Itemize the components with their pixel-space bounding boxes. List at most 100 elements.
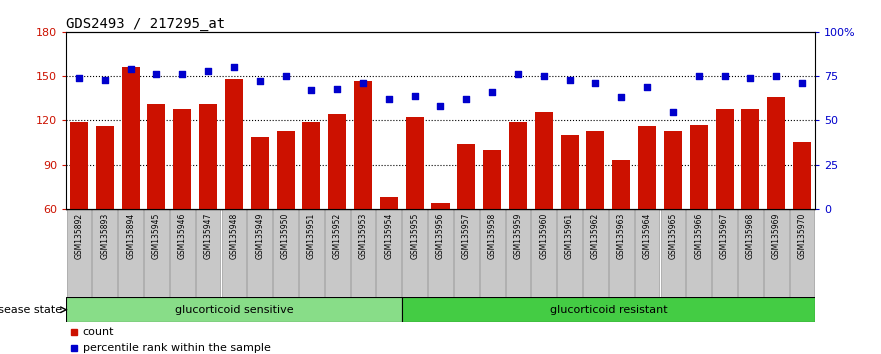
Text: GSM135970: GSM135970 bbox=[797, 212, 806, 259]
Bar bbox=[531, 209, 556, 299]
Bar bbox=[196, 209, 220, 299]
Bar bbox=[767, 97, 785, 209]
Point bbox=[356, 80, 370, 86]
Bar bbox=[612, 160, 630, 209]
Bar bbox=[664, 131, 682, 209]
Bar bbox=[277, 131, 294, 209]
Point bbox=[744, 75, 758, 81]
Bar bbox=[661, 209, 685, 299]
Bar bbox=[251, 137, 269, 209]
Bar bbox=[587, 131, 604, 209]
Bar bbox=[122, 67, 140, 209]
Point bbox=[717, 73, 731, 79]
Text: count: count bbox=[83, 327, 114, 337]
Text: GSM135950: GSM135950 bbox=[281, 212, 290, 259]
Bar bbox=[354, 80, 372, 209]
Point bbox=[614, 95, 628, 100]
Text: glucorticoid resistant: glucorticoid resistant bbox=[550, 305, 667, 315]
Bar bbox=[380, 197, 398, 209]
Bar bbox=[144, 209, 169, 299]
Bar bbox=[454, 209, 478, 299]
Bar bbox=[67, 209, 92, 299]
Text: GSM135951: GSM135951 bbox=[307, 212, 316, 259]
Text: GSM135968: GSM135968 bbox=[746, 212, 755, 259]
Point bbox=[98, 77, 112, 82]
Text: GSM135948: GSM135948 bbox=[229, 212, 239, 259]
Bar bbox=[480, 209, 505, 299]
Point bbox=[589, 80, 603, 86]
Point bbox=[795, 80, 809, 86]
Bar bbox=[66, 297, 402, 322]
Bar bbox=[741, 109, 759, 209]
Text: GSM135953: GSM135953 bbox=[359, 212, 367, 259]
Text: GSM135961: GSM135961 bbox=[565, 212, 574, 259]
Point bbox=[408, 93, 422, 98]
Bar bbox=[509, 122, 527, 209]
Text: disease state: disease state bbox=[0, 305, 62, 315]
Text: GDS2493 / 217295_at: GDS2493 / 217295_at bbox=[66, 17, 226, 31]
Bar bbox=[557, 209, 582, 299]
Point bbox=[201, 68, 215, 74]
Bar bbox=[248, 209, 272, 299]
Bar bbox=[403, 209, 427, 299]
Bar bbox=[789, 209, 814, 299]
Bar bbox=[609, 209, 633, 299]
Bar bbox=[273, 209, 298, 299]
Text: GSM135947: GSM135947 bbox=[204, 212, 212, 259]
Point bbox=[227, 64, 241, 70]
Point bbox=[640, 84, 654, 90]
Point bbox=[330, 86, 344, 91]
Bar bbox=[428, 209, 453, 299]
Bar bbox=[225, 79, 243, 209]
Point bbox=[278, 73, 292, 79]
Text: GSM135956: GSM135956 bbox=[436, 212, 445, 259]
Bar bbox=[376, 209, 401, 299]
Bar bbox=[535, 112, 552, 209]
Bar bbox=[96, 126, 114, 209]
Bar bbox=[405, 118, 424, 209]
Point bbox=[123, 66, 137, 72]
Bar bbox=[402, 297, 815, 322]
Bar bbox=[715, 109, 734, 209]
Text: GSM135958: GSM135958 bbox=[488, 212, 497, 259]
Point bbox=[666, 109, 680, 114]
Text: GSM135969: GSM135969 bbox=[772, 212, 781, 259]
Bar bbox=[483, 150, 501, 209]
Bar bbox=[432, 203, 449, 209]
Text: GSM135963: GSM135963 bbox=[617, 212, 626, 259]
Text: GSM135945: GSM135945 bbox=[152, 212, 161, 259]
Text: GSM135893: GSM135893 bbox=[100, 212, 109, 259]
Bar bbox=[712, 209, 737, 299]
Bar bbox=[793, 143, 811, 209]
Point bbox=[433, 103, 448, 109]
Point bbox=[563, 77, 577, 82]
Point bbox=[769, 73, 783, 79]
Text: GSM135949: GSM135949 bbox=[255, 212, 264, 259]
Point bbox=[253, 79, 267, 84]
Bar bbox=[221, 209, 247, 299]
Bar bbox=[686, 209, 711, 299]
Text: glucorticoid sensitive: glucorticoid sensitive bbox=[174, 305, 293, 315]
Text: GSM135964: GSM135964 bbox=[642, 212, 652, 259]
Text: GSM135967: GSM135967 bbox=[720, 212, 729, 259]
Text: GSM135894: GSM135894 bbox=[126, 212, 135, 259]
Bar bbox=[170, 209, 195, 299]
Bar bbox=[634, 209, 660, 299]
Bar bbox=[583, 209, 608, 299]
Text: GSM135960: GSM135960 bbox=[539, 212, 548, 259]
Text: GSM135892: GSM135892 bbox=[75, 212, 84, 258]
Text: GSM135946: GSM135946 bbox=[178, 212, 187, 259]
Bar bbox=[506, 209, 530, 299]
Bar bbox=[690, 125, 707, 209]
Text: percentile rank within the sample: percentile rank within the sample bbox=[83, 343, 270, 353]
Point bbox=[381, 96, 396, 102]
Bar bbox=[118, 209, 143, 299]
Text: GSM135952: GSM135952 bbox=[333, 212, 342, 259]
Bar bbox=[147, 104, 166, 209]
Point bbox=[537, 73, 551, 79]
Bar bbox=[199, 104, 217, 209]
Text: GSM135966: GSM135966 bbox=[694, 212, 703, 259]
Point bbox=[150, 72, 164, 77]
Point bbox=[304, 87, 318, 93]
Point bbox=[175, 72, 189, 77]
